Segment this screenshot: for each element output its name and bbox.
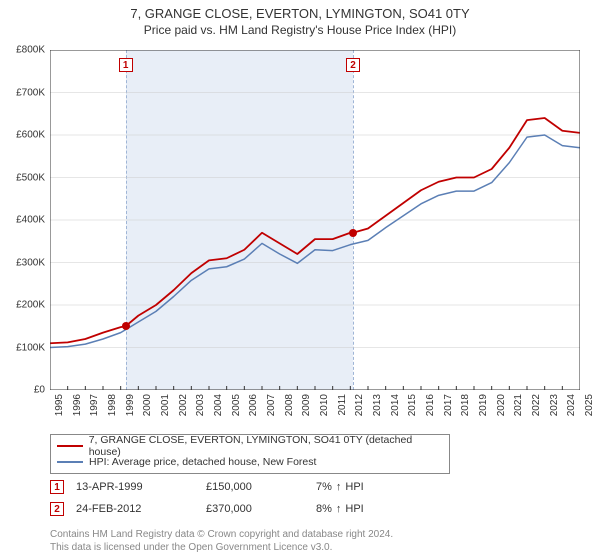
sale-diff-vs-2: HPI	[345, 503, 363, 515]
chart-plot-area: 12£0£100K£200K£300K£400K£500K£600K£700K£…	[50, 50, 580, 390]
x-tick-label: 2016	[425, 394, 436, 416]
footer-attribution: Contains HM Land Registry data © Crown c…	[50, 528, 393, 554]
legend: 7, GRANGE CLOSE, EVERTON, LYMINGTON, SO4…	[50, 434, 450, 474]
sale-date-2: 24-FEB-2012	[76, 503, 206, 515]
x-tick-label: 2000	[142, 394, 153, 416]
sale-marker-1: 1	[50, 480, 64, 494]
y-tick-label: £100K	[16, 342, 45, 353]
sale-diff-pct-2: 8%	[316, 503, 332, 515]
x-tick-label: 1998	[107, 394, 118, 416]
y-tick-label: £300K	[16, 257, 45, 268]
x-tick-label: 2003	[195, 394, 206, 416]
x-tick-label: 2011	[337, 394, 348, 416]
x-tick-label: 1995	[54, 394, 65, 416]
x-tick-label: 2001	[160, 394, 171, 416]
x-tick-label: 1999	[125, 394, 136, 416]
x-tick-label: 2002	[178, 394, 189, 416]
y-tick-label: £800K	[16, 45, 45, 56]
sale-row-1: 1 13-APR-1999 £150,000 7% ↑ HPI	[50, 480, 364, 494]
x-tick-label: 2013	[372, 394, 383, 416]
x-tick-label: 2023	[549, 394, 560, 416]
y-tick-label: £500K	[16, 172, 45, 183]
sale-marker-chart-1: 1	[119, 58, 133, 72]
sale-date-1: 13-APR-1999	[76, 481, 206, 493]
x-tick-label: 2020	[496, 394, 507, 416]
series-hpi	[50, 135, 580, 348]
y-tick-label: £0	[34, 385, 45, 396]
sale-diff-vs-1: HPI	[345, 481, 363, 493]
x-tick-label: 2007	[266, 394, 277, 416]
y-tick-label: £200K	[16, 300, 45, 311]
sale-price-2: £370,000	[206, 503, 316, 515]
series-property	[50, 118, 580, 343]
sale-diff-1: 7% ↑ HPI	[316, 481, 364, 493]
x-tick-label: 1997	[89, 394, 100, 416]
x-tick-label: 2022	[531, 394, 542, 416]
x-tick-label: 2015	[407, 394, 418, 416]
x-tick-label: 2006	[248, 394, 259, 416]
footer-line-1: Contains HM Land Registry data © Crown c…	[50, 528, 393, 541]
chart-container: 7, GRANGE CLOSE, EVERTON, LYMINGTON, SO4…	[0, 0, 600, 560]
sale-diff-pct-1: 7%	[316, 481, 332, 493]
y-tick-label: £600K	[16, 130, 45, 141]
legend-row-property: 7, GRANGE CLOSE, EVERTON, LYMINGTON, SO4…	[57, 438, 443, 454]
x-tick-label: 2012	[354, 394, 365, 416]
x-tick-label: 2010	[319, 394, 330, 416]
arrow-up-icon: ↑	[336, 503, 342, 515]
x-tick-label: 2009	[301, 394, 312, 416]
legend-swatch-property	[57, 445, 83, 447]
x-tick-label: 2014	[390, 394, 401, 416]
y-tick-label: £400K	[16, 215, 45, 226]
x-tick-label: 2021	[513, 394, 524, 416]
x-tick-label: 2019	[478, 394, 489, 416]
title-block: 7, GRANGE CLOSE, EVERTON, LYMINGTON, SO4…	[0, 0, 600, 37]
x-tick-label: 2017	[443, 394, 454, 416]
sale-dot-1	[122, 322, 130, 330]
x-tick-label: 2025	[584, 394, 595, 416]
arrow-up-icon: ↑	[336, 481, 342, 493]
x-tick-label: 2008	[284, 394, 295, 416]
sale-marker-2: 2	[50, 502, 64, 516]
x-tick-label: 2005	[231, 394, 242, 416]
legend-swatch-hpi	[57, 461, 83, 463]
y-tick-label: £700K	[16, 87, 45, 98]
x-tick-label: 1996	[72, 394, 83, 416]
x-tick-label: 2024	[566, 394, 577, 416]
chart-title: 7, GRANGE CLOSE, EVERTON, LYMINGTON, SO4…	[0, 6, 600, 21]
sale-row-2: 2 24-FEB-2012 £370,000 8% ↑ HPI	[50, 502, 364, 516]
chart-svg	[50, 50, 580, 390]
x-tick-label: 2018	[460, 394, 471, 416]
legend-label-hpi: HPI: Average price, detached house, New …	[89, 456, 316, 468]
legend-label-property: 7, GRANGE CLOSE, EVERTON, LYMINGTON, SO4…	[89, 434, 443, 458]
sale-dot-2	[349, 229, 357, 237]
footer-line-2: This data is licensed under the Open Gov…	[50, 541, 393, 554]
sale-marker-chart-2: 2	[346, 58, 360, 72]
plot-surface: 12£0£100K£200K£300K£400K£500K£600K£700K£…	[50, 50, 580, 390]
x-tick-label: 2004	[213, 394, 224, 416]
sale-price-1: £150,000	[206, 481, 316, 493]
chart-subtitle: Price paid vs. HM Land Registry's House …	[0, 23, 600, 37]
sale-diff-2: 8% ↑ HPI	[316, 503, 364, 515]
